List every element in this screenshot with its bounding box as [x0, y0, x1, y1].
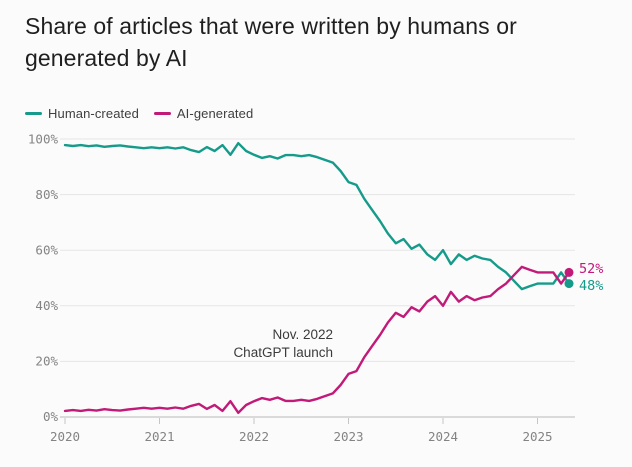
legend-label-human-created: Human-created	[48, 106, 139, 121]
y-tick-100: 100%	[28, 132, 59, 147]
legend-item-ai-generated: AI-generated	[153, 106, 254, 121]
x-axis-tick-marks	[64, 418, 538, 424]
ai-generated-line-swatch-icon	[153, 112, 171, 115]
x-axis-labels: 2020 2021 2022 2023 2024 2025	[50, 429, 553, 444]
annotation-line-1: Nov. 2022	[272, 327, 333, 342]
y-axis-labels: 100% 80% 60% 40% 20% 0%	[28, 132, 59, 425]
y-tick-40: 40%	[35, 298, 58, 313]
y-tick-0: 0%	[43, 409, 59, 424]
ai-generated-end-value-label: 52%	[579, 261, 603, 277]
y-tick-20: 20%	[35, 354, 58, 369]
chart-title: Share of articles that were written by h…	[25, 13, 517, 71]
x-tick-2022: 2022	[239, 429, 269, 444]
x-tick-2020: 2020	[50, 429, 80, 444]
y-tick-80: 80%	[35, 187, 58, 202]
annotation-line-2: ChatGPT launch	[233, 345, 333, 360]
x-tick-2025: 2025	[522, 429, 552, 444]
series-end-labels: 52% 48%	[579, 261, 603, 294]
x-tick-2023: 2023	[333, 429, 363, 444]
x-tick-2021: 2021	[144, 429, 174, 444]
human-created-line-swatch-icon	[25, 112, 42, 115]
series-lines	[63, 141, 571, 414]
chatgpt-launch-annotation: Nov. 2022 ChatGPT launch	[203, 326, 333, 362]
gridlines	[60, 138, 575, 418]
legend-label-ai-generated: AI-generated	[176, 106, 254, 121]
legend-item-human-created: Human-created	[25, 106, 139, 121]
chart-legend: Human-created AI-generated	[25, 106, 253, 121]
y-tick-60: 60%	[35, 243, 58, 258]
human-created-end-value-label: 48%	[579, 278, 603, 294]
x-tick-2024: 2024	[428, 429, 458, 444]
series-end-dots	[564, 267, 574, 289]
